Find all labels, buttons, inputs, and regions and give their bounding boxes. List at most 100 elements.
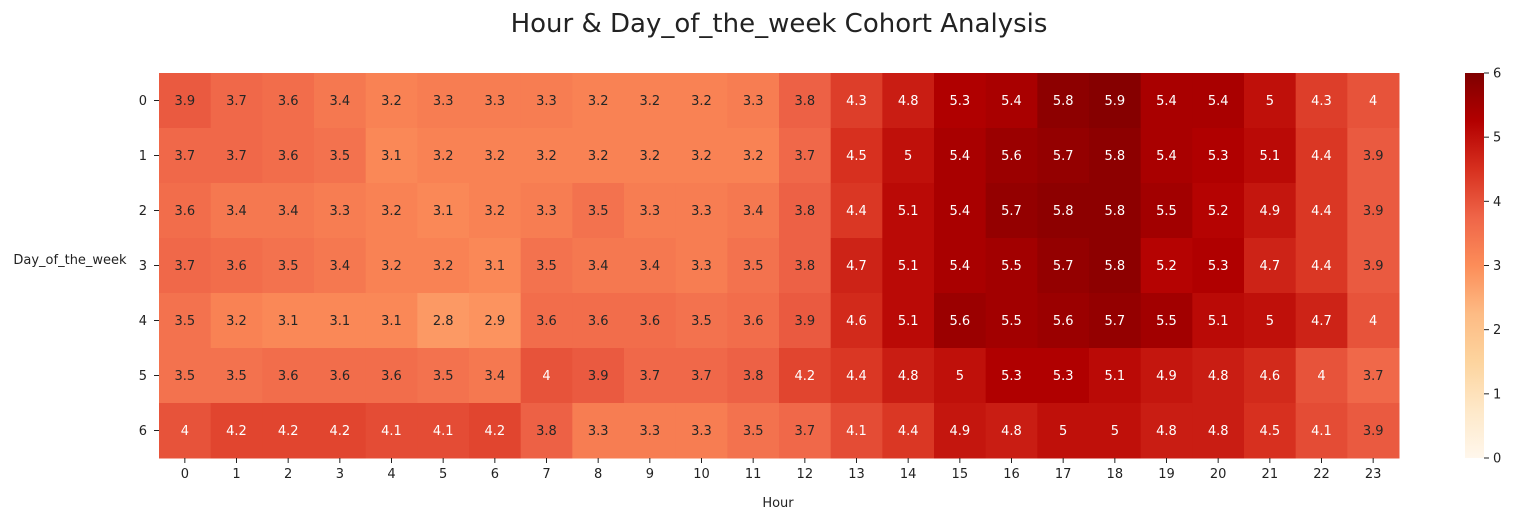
heatmap-cell [1295, 183, 1348, 239]
heatmap-cell [469, 348, 522, 404]
cell-value-label: 5.3 [1053, 369, 1074, 384]
x-tick-label: 17 [1055, 467, 1072, 482]
cell-value-label: 3.3 [484, 94, 505, 109]
heatmap-cell [727, 183, 780, 239]
cell-value-label: 4.4 [1311, 204, 1332, 219]
y-axis-label: Day_of_the_week [13, 253, 127, 268]
cell-value-label: 4.2 [794, 369, 815, 384]
heatmap-cell [882, 293, 935, 349]
heatmap-cell [469, 73, 522, 129]
heatmap-cell [675, 348, 728, 404]
cell-value-label: 3.4 [226, 204, 247, 219]
heatmap-cell [262, 183, 315, 239]
cell-value-label: 3.1 [484, 259, 505, 274]
cell-value-label: 4.2 [226, 424, 247, 439]
heatmap-cell [1089, 183, 1142, 239]
cell-value-label: 4.2 [329, 424, 350, 439]
heatmap-cell [1140, 73, 1193, 129]
x-tick-label: 12 [797, 467, 814, 482]
cell-value-label: 3.6 [278, 149, 299, 164]
colorbar-tick-label: 1 [1493, 387, 1501, 402]
cell-value-label: 5.4 [1156, 149, 1177, 164]
cell-value-label: 5.8 [1104, 259, 1125, 274]
heatmap-cell [727, 348, 780, 404]
heatmap-cell [624, 293, 677, 349]
heatmap-cell [934, 403, 987, 459]
heatmap-cell [1295, 348, 1348, 404]
heatmap-cell [159, 73, 212, 129]
cell-value-label: 5.3 [949, 94, 970, 109]
heatmap-cell [624, 183, 677, 239]
heatmap-cell [779, 293, 832, 349]
cell-value-label: 3.2 [639, 94, 660, 109]
colorbar-tick-label: 5 [1493, 131, 1501, 146]
heatmap-cell [572, 238, 625, 294]
cell-value-label: 3.5 [226, 369, 247, 384]
heatmap-cell [417, 293, 470, 349]
heatmap-cell [572, 73, 625, 129]
cell-value-label: 3.1 [329, 314, 350, 329]
heatmap-cell [1037, 183, 1090, 239]
heatmap-cell [675, 293, 728, 349]
cell-value-label: 4.4 [846, 369, 867, 384]
y-tick-label: 6 [139, 424, 147, 439]
heatmap-cell [830, 403, 883, 459]
heatmap-cell [830, 293, 883, 349]
heatmap-cell [1192, 128, 1245, 184]
heatmap-cell [365, 73, 418, 129]
cell-value-label: 5.4 [949, 204, 970, 219]
cell-value-label: 5.1 [1104, 369, 1125, 384]
heatmap-cell [417, 403, 470, 459]
heatmap-cell [675, 238, 728, 294]
heatmap-cell [1244, 128, 1297, 184]
heatmap-cell [1089, 403, 1142, 459]
heatmap-cell [934, 128, 987, 184]
cell-value-label: 3.2 [433, 149, 454, 164]
heatmap-cell [1192, 183, 1245, 239]
cell-value-label: 5.6 [949, 314, 970, 329]
y-tick-label: 0 [139, 94, 147, 109]
heatmap-cell [1192, 293, 1245, 349]
heatmap-cell [520, 128, 573, 184]
y-axis-ticks: 0 1 2 3 4 5 6 [139, 94, 159, 439]
cell-value-label: 5.7 [1104, 314, 1125, 329]
cell-value-label: 4.8 [1208, 424, 1229, 439]
cell-value-label: 4.4 [1311, 259, 1332, 274]
heatmap-cell [727, 73, 780, 129]
heatmap-cell [1244, 238, 1297, 294]
heatmap-cell [262, 73, 315, 129]
cell-value-label: 5 [904, 149, 912, 164]
heatmap-cell [1037, 128, 1090, 184]
heatmap-cell [779, 403, 832, 459]
heatmap-cell [1037, 73, 1090, 129]
heatmap-cell [1089, 128, 1142, 184]
cell-value-label: 3.2 [536, 149, 557, 164]
heatmap-cell [882, 183, 935, 239]
heatmap-cell [882, 238, 935, 294]
heatmap-cell [262, 348, 315, 404]
heatmap-cell [520, 183, 573, 239]
heatmap-cell [365, 293, 418, 349]
cell-value-label: 5.7 [1001, 204, 1022, 219]
x-tick-label: 3 [336, 467, 344, 482]
cell-value-label: 3.8 [794, 204, 815, 219]
x-tick-label: 11 [745, 467, 762, 482]
cell-value-label: 5.6 [1053, 314, 1074, 329]
heatmap-cell [314, 183, 367, 239]
heatmap-cell [1244, 348, 1297, 404]
heatmap-cell [1192, 403, 1245, 459]
cell-value-label: 3.5 [278, 259, 299, 274]
heatmap-cell [624, 238, 677, 294]
cell-value-label: 5.2 [1156, 259, 1177, 274]
heatmap-cell [520, 238, 573, 294]
cell-value-label: 3.7 [794, 424, 815, 439]
cell-value-label: 4.1 [381, 424, 402, 439]
cell-value-label: 5.1 [1208, 314, 1229, 329]
heatmap-cell [882, 73, 935, 129]
x-tick-label: 19 [1158, 467, 1175, 482]
cell-value-label: 3.2 [691, 149, 712, 164]
heatmap-cell [159, 403, 212, 459]
heatmap-cell [262, 128, 315, 184]
heatmap-cell [365, 183, 418, 239]
heatmap-cell [314, 73, 367, 129]
